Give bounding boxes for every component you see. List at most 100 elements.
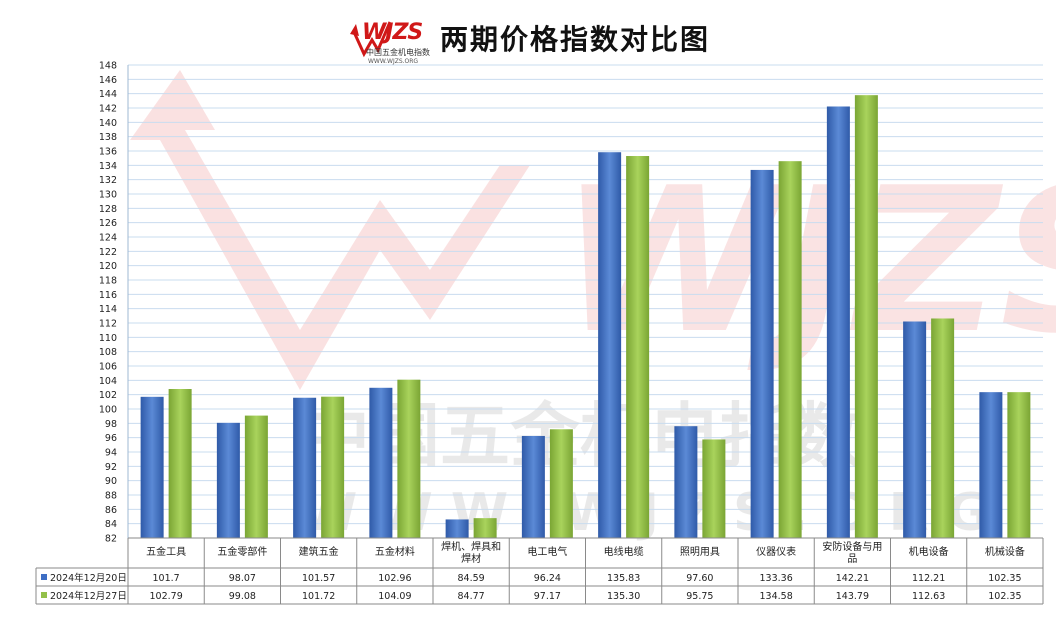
y-tick-label: 112 [99,319,117,330]
data-label: 98.07 [229,573,256,584]
y-tick-label: 144 [99,89,117,100]
data-label: 101.72 [302,591,335,602]
data-label: 112.63 [912,591,945,602]
x-tick-label: 五金材料 [375,545,415,558]
y-tick-label: 138 [99,132,117,143]
data-label: 135.83 [607,573,640,584]
bar-1-9 [826,106,850,539]
y-tick-label: 106 [99,362,117,373]
x-tick-label: 焊机、焊具和焊材 [441,540,501,565]
y-tick-label: 140 [99,118,117,129]
y-tick-label: 100 [99,405,117,416]
y-tick-label: 116 [99,290,117,301]
y-tick-label: 88 [105,491,117,502]
bar-1-5 [521,435,545,538]
legend-label-2: 2024年12月27日 [50,590,127,602]
bar-1-11 [979,392,1003,538]
y-tick-label: 118 [99,276,117,287]
bar-1-8 [750,169,774,539]
x-tick-label: 电工电气 [527,545,567,558]
y-tick-label: 128 [99,204,117,215]
y-tick-label: 124 [99,233,117,244]
bar-1-1 [216,422,240,538]
y-tick-label: 104 [99,376,117,387]
x-tick-label: 机电设备 [909,545,949,558]
bar-2-2 [321,396,345,538]
logo-subtitle: 中国五金机电指数 [366,48,430,57]
data-label: 84.77 [458,591,485,602]
y-tick-label: 86 [105,505,117,516]
bar-2-7 [702,439,726,538]
bar-2-11 [1007,392,1031,538]
data-label: 142.21 [836,573,869,584]
x-tick-label: 电线电缆 [604,545,644,558]
data-label: 101.57 [302,573,335,584]
data-label: 102.35 [988,591,1021,602]
logo-arrow-icon [350,21,392,58]
bar-2-1 [244,415,268,538]
bar-2-5 [549,429,573,538]
y-tick-label: 110 [99,333,117,344]
bar-1-10 [903,321,927,538]
logo: WJZS 中国五金机电指数 WWW.WJZS.ORG [350,14,432,68]
y-tick-label: 134 [99,161,117,172]
y-tick-label: 90 [105,476,117,487]
logo-url: WWW.WJZS.ORG [368,58,419,65]
y-tick-label: 132 [99,175,117,186]
data-label: 102.79 [150,591,183,602]
y-tick-label: 126 [99,218,117,229]
data-label: 97.17 [534,591,561,602]
bar-1-2 [293,397,317,538]
x-tick-label: 仪器仪表 [756,545,796,558]
bar-2-10 [931,318,955,538]
x-tick-label: 五金零部件 [217,545,267,558]
y-tick-label: 108 [99,347,117,358]
x-tick-label: 建筑五金 [299,545,339,558]
data-label: 135.30 [607,591,640,602]
y-tick-label: 122 [99,247,117,258]
gridlines [127,64,1043,539]
x-tick-label: 机械设备 [985,545,1025,558]
y-tick-label: 148 [99,61,117,72]
bar-2-4 [473,518,497,538]
y-tick-label: 114 [99,304,117,315]
bar-2-9 [854,95,878,539]
legend-label-1: 2024年12月20日 [50,572,127,584]
y-tick-label: 120 [99,261,117,272]
y-tick-label: 146 [99,75,117,86]
data-label: 99.08 [229,591,256,602]
bar-1-6 [598,152,622,539]
data-label: 134.58 [760,591,793,602]
data-label: 97.60 [686,573,713,584]
x-tick-label: 安防设备与用品 [822,540,882,565]
data-label: 96.24 [534,573,561,584]
bar-2-6 [626,156,650,538]
y-tick-label: 142 [99,104,117,115]
bar-1-4 [445,519,469,538]
y-tick-label: 84 [105,519,117,530]
bars [140,95,1031,539]
bar-1-0 [140,396,164,538]
legend-key-2 [41,592,47,598]
y-tick-label: 94 [105,448,117,459]
legend-key-1 [41,574,47,580]
data-label: 95.75 [686,591,713,602]
y-axis-tick-labels: 82 84 86 88 90 92 94 96 98 100 102 104 106 108 110 112 1… [99,61,117,545]
y-tick-label: 92 [105,462,117,473]
x-tick-label: 照明用具 [680,546,720,558]
chart-title: 两期价格指数对比图 [440,23,711,56]
bar-1-7 [674,426,698,538]
y-tick-label: 96 [105,433,117,444]
x-tick-label: 五金工具 [146,545,186,558]
data-label: 143.79 [836,591,869,602]
data-label: 102.96 [378,573,411,584]
y-tick-label: 136 [99,147,117,158]
logo-text: WJZS [362,20,423,45]
bar-2-3 [397,379,421,538]
y-tick-label: 130 [99,190,117,201]
data-table: 五金工具 五金零部件 建筑五金 五金材料 焊机、焊具和焊材 电工电气 电线电缆 照明用具 仪器仪… [35,537,1044,605]
bar-1-3 [369,387,393,538]
data-label: 102.35 [988,573,1021,584]
bar-2-8 [778,161,802,538]
